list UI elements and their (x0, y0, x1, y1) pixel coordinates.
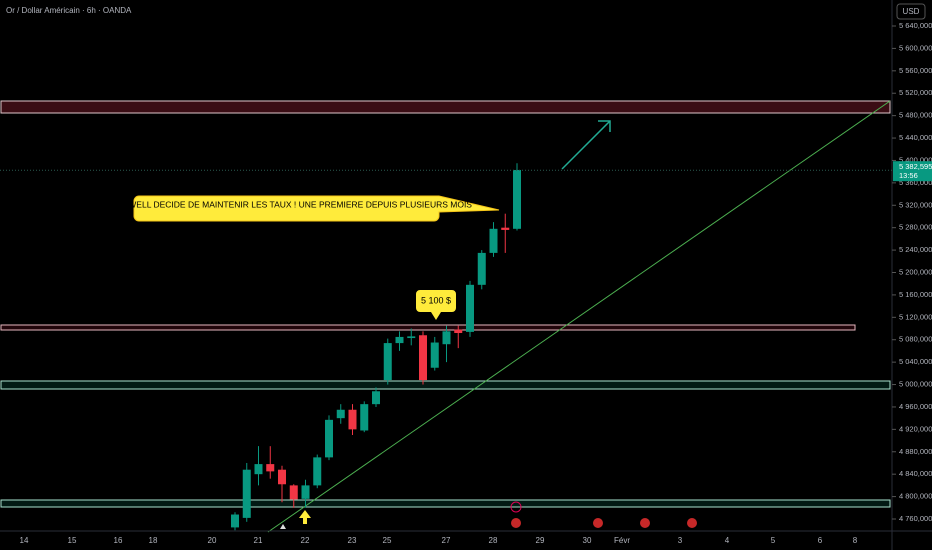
chart-title: Or / Dollar Américain · 6h · OANDA (6, 6, 132, 15)
x-tick-label: Févr (614, 536, 630, 545)
y-tick-label: 5 160,000 (899, 290, 932, 299)
candle-body (454, 329, 463, 334)
y-tick-label: 5 320,000 (899, 200, 932, 209)
x-tick-label: 29 (536, 536, 545, 545)
callout (416, 290, 456, 320)
y-tick-label: 4 920,000 (899, 424, 932, 433)
x-tick-label: 25 (383, 536, 392, 545)
x-tick-label: 30 (583, 536, 592, 545)
y-tick-label: 4 760,000 (899, 514, 932, 523)
candle-body (395, 336, 404, 344)
candle-body (407, 336, 416, 339)
x-tick-label: 15 (68, 536, 77, 545)
y-tick-label: 5 520,000 (899, 88, 932, 97)
candle-body (442, 331, 451, 345)
candle-body (231, 514, 239, 528)
y-tick-label: 5 120,000 (899, 312, 932, 321)
candle-body (477, 252, 486, 285)
x-tick-label: 4 (725, 536, 730, 545)
y-tick-label: 5 480,000 (899, 111, 932, 120)
event-icon (687, 518, 697, 528)
candle-body (266, 464, 275, 472)
x-tick-label: 21 (254, 536, 263, 545)
x-tick-label: 3 (678, 536, 683, 545)
event-icon (640, 518, 650, 528)
candle-body (301, 485, 310, 499)
y-tick-label: 5 280,000 (899, 223, 932, 232)
y-tick-label: 4 960,000 (899, 402, 932, 411)
y-tick-label: 5 560,000 (899, 66, 932, 75)
annotation-text: 5 100 $ (421, 295, 451, 305)
x-tick-label: 18 (149, 536, 158, 545)
x-tick-label: 28 (489, 536, 498, 545)
marker (280, 524, 286, 529)
x-tick-label: 20 (208, 536, 217, 545)
x-tick-label: 5 (771, 536, 776, 545)
x-tick-label: 14 (20, 536, 29, 545)
candle-body (383, 343, 392, 381)
candle-body (313, 457, 322, 486)
zone (0, 499, 891, 508)
candle-body (501, 227, 510, 230)
candle-body (242, 469, 251, 518)
y-tick-label: 4 880,000 (899, 447, 932, 456)
x-tick-label: 27 (442, 536, 451, 545)
x-tick-label: 22 (301, 536, 310, 545)
y-tick-label: 5 600,000 (899, 43, 932, 52)
zone (0, 324, 856, 331)
candle-body (372, 391, 380, 405)
last-price: 5 382,595 (899, 162, 932, 171)
candle-body (348, 409, 357, 430)
zone (0, 380, 891, 390)
events (510, 501, 697, 528)
y-tick-label: 5 000,000 (899, 380, 932, 389)
annotation-text: POWELL DECIDE DE MAINTENIR LES TAUX ! UN… (116, 199, 472, 209)
x-tick-label: 23 (348, 536, 357, 545)
candle-body (513, 169, 521, 229)
candle-body (489, 228, 498, 253)
trend-line (267, 100, 891, 533)
candle-body (360, 404, 369, 431)
y-tick-label: 5 360,000 (899, 178, 932, 187)
candle-body (278, 469, 286, 485)
candle-body (254, 464, 263, 475)
event-icon (511, 518, 521, 528)
event-icon (593, 518, 603, 528)
plot (231, 163, 521, 531)
y-tick-label: 4 800,000 (899, 492, 932, 501)
candle-body (325, 419, 333, 458)
event-icon (510, 501, 522, 513)
x-tick-label: 16 (114, 536, 123, 545)
y-tick-label: 5 440,000 (899, 133, 932, 142)
y-tick-label: 5 400,000 (899, 155, 932, 164)
arrow (561, 120, 611, 170)
callout (133, 195, 500, 222)
countdown: 13:56 (899, 171, 918, 180)
y-tick-label: 5 240,000 (899, 245, 932, 254)
candle-body (419, 335, 427, 381)
currency: USD (903, 7, 920, 16)
y-tick-label: 4 840,000 (899, 469, 932, 478)
price-badge (893, 161, 932, 182)
x-tick-label: 6 (818, 536, 823, 545)
x-tick-label: 8 (853, 536, 858, 545)
candle-body (430, 342, 439, 368)
arrow-head (598, 120, 611, 132)
candle-body (289, 485, 298, 500)
y-tick-label: 5 640,000 (899, 21, 932, 30)
marker (299, 510, 311, 524)
candle-body (336, 409, 345, 419)
candle-body (466, 284, 474, 332)
y-tick-label: 5 040,000 (899, 357, 932, 366)
resistance-zone (0, 100, 891, 114)
y-tick-label: 5 080,000 (899, 335, 932, 344)
currency-box (896, 3, 926, 20)
y-tick-label: 5 200,000 (899, 267, 932, 276)
